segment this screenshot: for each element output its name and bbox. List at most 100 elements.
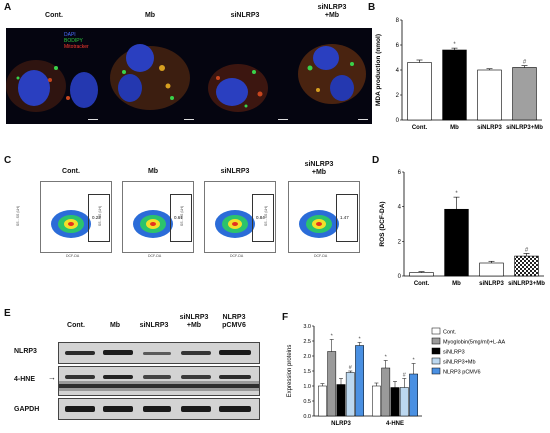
- chart-b-bar: [477, 69, 502, 121]
- chart-f-x-tick-label: NLRP3: [331, 421, 351, 427]
- chart-f-bar: [345, 372, 355, 417]
- blot-col-sinlrp3: siNLRP3: [139, 322, 169, 329]
- chart-f-bar: [327, 351, 337, 417]
- flow-plot-cont-density: [51, 210, 91, 238]
- micrograph-sinlrp3-mb-image: [298, 44, 366, 104]
- legend-mitotracker: Mitotracker: [64, 44, 89, 50]
- micrograph-sinlrp3: [198, 28, 292, 124]
- panel-a-col-cont: Cont.: [45, 12, 63, 19]
- chart-d-y-tick-label: 4: [398, 205, 402, 211]
- micrograph-cont-image: [6, 60, 98, 112]
- micrograph-mb: [102, 28, 198, 124]
- flow-plot-mb: 0.61: [122, 181, 194, 253]
- panel-c-col-mb: Mb: [147, 168, 159, 175]
- flow-gate: [88, 194, 110, 242]
- flow-plot-sinlrp3-density: [215, 210, 255, 238]
- chart-b-bar: [407, 62, 432, 121]
- flow-plot-sinlrp3-mb-density: [299, 210, 339, 238]
- legend-dapi: DAPI: [64, 32, 76, 38]
- flow-gate: [170, 194, 192, 242]
- chart-d-bar: [444, 208, 469, 277]
- chart-f-legend-label: NLRP3 pCMV6: [443, 370, 481, 376]
- chart-b-x-tick-label: siNLRP3: [477, 125, 502, 131]
- micrograph-sinlrp3-image: [208, 64, 268, 112]
- chart-d-y-axis-label: ROS (DCF-DA): [379, 201, 386, 246]
- blot-row-nlrp3: NLRP3: [14, 348, 37, 355]
- micrograph-mb-image: [110, 44, 190, 110]
- chart-b-y-tick-label: 4: [396, 68, 400, 74]
- panel-c-col-sinlrp3: siNLRP3: [220, 168, 250, 175]
- panel-label-e: E: [4, 308, 11, 319]
- blot-4hne-bands: [59, 375, 259, 391]
- flow-gate: [252, 194, 274, 242]
- chart-f-sig-marker: #: [349, 365, 353, 371]
- blot-4hne: [58, 366, 260, 396]
- chart-b: 0 2 4 6 8 MDA production (nmol) Cont. * Mb siNLRP…: [375, 18, 543, 131]
- blot-col-sinlrp3-mb: siNLRP3 +Mb: [179, 314, 209, 329]
- chart-f-sig-marker: *: [413, 358, 416, 364]
- chart-f-bar: [318, 385, 327, 417]
- chart-f-sig-marker: *: [331, 334, 334, 340]
- chart-f-sig-marker: *: [385, 355, 388, 361]
- flow-plot-sinlrp3-mb: 1.47: [288, 181, 360, 253]
- chart-f-x-tick-label: 4-HNE: [386, 421, 404, 427]
- panel-label-d: D: [372, 155, 380, 166]
- gate-value-sinlrp3-mb: 1.47: [340, 215, 349, 220]
- chart-f-legend-swatch: [431, 337, 441, 345]
- panel-a-col-sinlrp3-mb: siNLRP3 +Mb: [317, 4, 347, 19]
- chart-f-legend-swatch: [431, 367, 441, 375]
- chart-f-legend-swatch: [431, 327, 441, 335]
- blot-col-mb: Mb: [109, 322, 121, 329]
- scale-bar: [88, 119, 98, 120]
- chart-b-x-tick-label: Cont.: [412, 125, 428, 131]
- legend-bodipy: BODIPY: [64, 38, 83, 44]
- chart-d-y-tick-label: 0: [398, 274, 402, 280]
- blot-gapdh: [58, 398, 260, 420]
- panel-label-f: F: [282, 312, 289, 323]
- flow-x-axis-label: DCF-DA: [148, 254, 162, 258]
- chart-f-legend-label: siNLRP3+Mb: [443, 360, 476, 366]
- panel-a-col-sinlrp3: siNLRP3: [230, 12, 260, 19]
- chart-f-legend-swatch: [431, 347, 441, 355]
- panel-c-col-cont: Cont.: [62, 168, 80, 175]
- chart-f-bar: [336, 384, 346, 417]
- blot-row-4hne: 4-HNE: [14, 376, 36, 383]
- blot-row-gapdh: GAPDH: [14, 406, 40, 413]
- chart-f-y-tick-label: 2.5: [303, 339, 311, 345]
- chart-f-sig-marker: #: [403, 373, 407, 379]
- micrograph-sinlrp3-mb: [292, 28, 372, 124]
- chart-f-y-tick-label: 1.5: [303, 369, 311, 375]
- scale-bar: [278, 119, 288, 120]
- chart-f-legend-label: siNLRP3: [443, 350, 465, 356]
- chart-b-y-tick-label: 8: [396, 18, 400, 24]
- flow-plot-mb-density: [133, 210, 173, 238]
- chart-f-legend-label: Myoglobin(5mg/ml)+L-AA: [443, 340, 506, 346]
- chart-b-y-tick-label: 2: [396, 93, 400, 99]
- gate-value-cont: 0.22: [92, 215, 101, 220]
- chart-b-sig-marker: #: [523, 60, 527, 66]
- scale-bar: [184, 119, 194, 120]
- chart-d-x-tick-label: Mb: [452, 281, 461, 287]
- chart-d-x-tick-label: siNLRP3: [479, 281, 504, 287]
- chart-d-x-tick-label: siNLRP3+Mb: [508, 281, 545, 287]
- blot-nlrp3: [58, 342, 260, 364]
- chart-f: 0.0 0.5 1.0 1.5 2.0 2.5 3.0 Expression proteins…: [287, 324, 506, 427]
- chart-f-bar: [390, 387, 400, 417]
- chart-f-bar: [409, 373, 418, 417]
- gate-value-sinlrp3: 0.84: [256, 215, 265, 220]
- flow-plot-sinlrp3: 0.84: [204, 181, 276, 253]
- flow-gate: [336, 194, 358, 242]
- chart-f-legend-label: Cont.: [443, 330, 457, 336]
- chart-b-bar: [512, 67, 537, 121]
- panel-label-c: C: [4, 155, 12, 166]
- flow-y-axis-label: SS - SS (LH): [98, 205, 103, 227]
- chart-f-y-axis-label: Expression proteins: [287, 345, 293, 398]
- chart-f-y-tick-label: 0.0: [303, 414, 311, 420]
- flow-x-axis-label: DCF-DA: [230, 254, 244, 258]
- flow-y-axis-label: SS - SS (LH): [16, 205, 21, 227]
- blot-col-nlrp3-pcmv6: NLRP3 pCMV6: [222, 314, 246, 329]
- chart-b-x-tick-label: siNLRP3+Mb: [506, 125, 543, 131]
- chart-d-bar: [514, 255, 539, 277]
- blot-col-cont: Cont.: [67, 322, 85, 329]
- chart-f-y-tick-label: 2.0: [303, 354, 311, 360]
